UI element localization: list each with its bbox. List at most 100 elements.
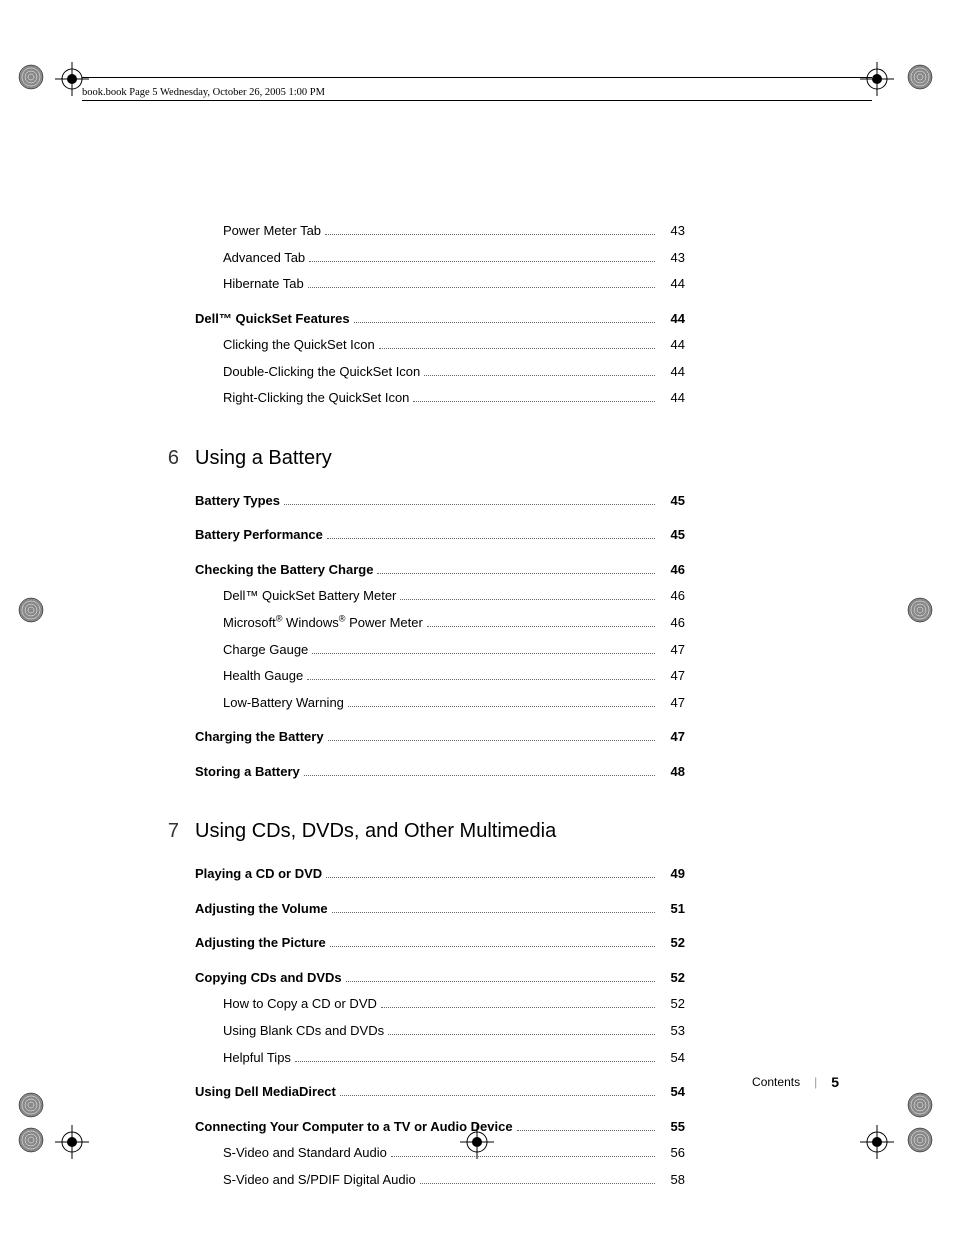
toc-entry-sub: S-Video and Standard Audio 56	[195, 1144, 685, 1162]
toc-entry-label: Copying CDs and DVDs	[195, 969, 342, 987]
toc-entry-label: Playing a CD or DVD	[195, 865, 322, 883]
toc-entry-label: How to Copy a CD or DVD	[223, 995, 377, 1013]
toc-leader-dots	[420, 1183, 655, 1184]
toc-leader-dots	[327, 538, 655, 539]
toc-leader-dots	[381, 1007, 655, 1008]
toc-gap	[195, 1110, 685, 1118]
toc-entry-sub: Right-Clicking the QuickSet Icon 44	[195, 389, 685, 407]
toc-entry-sub: Hibernate Tab 44	[195, 275, 685, 293]
toc-leader-dots	[332, 912, 655, 913]
footer-label: Contents	[752, 1075, 800, 1089]
toc-leader-dots	[391, 1156, 655, 1157]
chapter-number: 6	[165, 447, 195, 470]
toc-entry-heading: Battery Performance45	[195, 526, 685, 544]
registration-mark-icon	[860, 1125, 894, 1159]
toc-entry-label: Charging the Battery	[195, 728, 324, 746]
toc-entry-sub: How to Copy a CD or DVD 52	[195, 995, 685, 1013]
registration-mark-icon	[905, 1125, 935, 1155]
toc-leader-dots	[346, 981, 655, 982]
toc-entry-heading: Copying CDs and DVDs 52	[195, 969, 685, 987]
toc-entry-page: 44	[659, 275, 685, 293]
toc-chapters: 6Using a Battery Battery Types45 Battery P…	[195, 447, 685, 1188]
toc-entry-page: 45	[659, 526, 685, 544]
page-footer: Contents | 5	[752, 1074, 839, 1090]
toc-gap	[195, 720, 685, 728]
toc-gap	[195, 755, 685, 763]
toc-entry-label: Dell™ QuickSet Features	[195, 310, 350, 328]
chapter-title: Using a Battery	[195, 447, 332, 470]
toc-entry-page: 51	[659, 900, 685, 918]
toc-entry-sub: Double-Clicking the QuickSet Icon44	[195, 363, 685, 381]
toc-entry-label: S-Video and Standard Audio	[223, 1144, 387, 1162]
toc-entry-sub: Advanced Tab43	[195, 249, 685, 267]
toc-entry-label: Low-Battery Warning	[223, 694, 344, 712]
toc-entry-label: Using Dell MediaDirect	[195, 1083, 336, 1101]
toc-leader-dots	[295, 1061, 655, 1062]
toc-entry-sub: Microsoft® Windows® Power Meter46	[195, 614, 685, 632]
chapter-number: 7	[165, 820, 195, 843]
toc-gap	[195, 892, 685, 900]
toc-entry-label: Health Gauge	[223, 667, 303, 685]
registration-mark-icon	[16, 62, 46, 92]
toc-leader-dots	[377, 573, 655, 574]
toc-leader-dots	[307, 679, 655, 680]
toc-entry-page: 52	[659, 995, 685, 1013]
toc-entry-sub: Power Meter Tab43	[195, 222, 685, 240]
registration-mark-icon	[55, 1125, 89, 1159]
toc-entry-sub: Dell™ QuickSet Battery Meter46	[195, 587, 685, 605]
toc-leader-dots	[340, 1095, 655, 1096]
toc-entry-page: 44	[659, 389, 685, 407]
toc-entry-page: 46	[659, 561, 685, 579]
toc-entry-sub: Clicking the QuickSet Icon44	[195, 336, 685, 354]
toc-entry-page: 52	[659, 969, 685, 987]
toc-entry-label: Checking the Battery Charge	[195, 561, 373, 579]
toc-entry-label: Advanced Tab	[223, 249, 305, 267]
toc-entry-label: Right-Clicking the QuickSet Icon	[223, 389, 409, 407]
toc-entry-page: 46	[659, 587, 685, 605]
toc-gap	[195, 961, 685, 969]
toc-entry-label: Clicking the QuickSet Icon	[223, 336, 375, 354]
chapter-heading: 6Using a Battery	[195, 447, 685, 470]
toc-entry-label: Helpful Tips	[223, 1049, 291, 1067]
toc-entry-heading: Adjusting the Picture 52	[195, 934, 685, 952]
registration-mark-icon	[16, 595, 46, 625]
toc-entry-heading: Playing a CD or DVD 49	[195, 865, 685, 883]
toc-entry-page: 48	[659, 763, 685, 781]
footer-separator: |	[814, 1075, 817, 1089]
toc-entry-label: Charge Gauge	[223, 641, 308, 659]
registration-mark-icon	[16, 1090, 46, 1120]
toc-entry-page: 47	[659, 728, 685, 746]
toc-entry-heading: Adjusting the Volume51	[195, 900, 685, 918]
toc-entry-heading: Storing a Battery 48	[195, 763, 685, 781]
toc-entry-page: 47	[659, 667, 685, 685]
toc-entry-page: 54	[659, 1083, 685, 1101]
toc-entry-page: 56	[659, 1144, 685, 1162]
toc-entry-label: Adjusting the Picture	[195, 934, 326, 952]
toc-entry-sub: Health Gauge 47	[195, 667, 685, 685]
toc-entry-sub: Low-Battery Warning47	[195, 694, 685, 712]
toc-leader-dots	[354, 322, 655, 323]
toc-entry-label: Hibernate Tab	[223, 275, 304, 293]
toc-leader-dots	[328, 740, 655, 741]
toc-entry-heading: Charging the Battery 47	[195, 728, 685, 746]
toc-entry-page: 49	[659, 865, 685, 883]
registration-mark-icon	[905, 62, 935, 92]
toc-entry-heading: Battery Types45	[195, 492, 685, 510]
toc-entry-label: Microsoft® Windows® Power Meter	[223, 614, 423, 632]
registration-mark-icon	[16, 1125, 46, 1155]
toc-entry-page: 55	[659, 1118, 685, 1136]
toc-gap	[195, 1075, 685, 1083]
chapter-heading: 7Using CDs, DVDs, and Other Multimedia	[195, 820, 685, 843]
toc-entry-heading: Dell™ QuickSet Features44	[195, 310, 685, 328]
toc-entry-page: 54	[659, 1049, 685, 1067]
registration-mark-icon	[905, 1090, 935, 1120]
toc-entry-page: 52	[659, 934, 685, 952]
toc-entry-label: Storing a Battery	[195, 763, 300, 781]
toc-gap	[195, 926, 685, 934]
registration-mark-icon	[905, 595, 935, 625]
toc-content: Power Meter Tab43 Advanced Tab43 Hibernate…	[195, 222, 685, 1197]
toc-leader-dots	[379, 348, 655, 349]
toc-leader-dots	[427, 626, 655, 627]
header-rule-top	[82, 77, 872, 78]
toc-leader-dots	[304, 775, 655, 776]
